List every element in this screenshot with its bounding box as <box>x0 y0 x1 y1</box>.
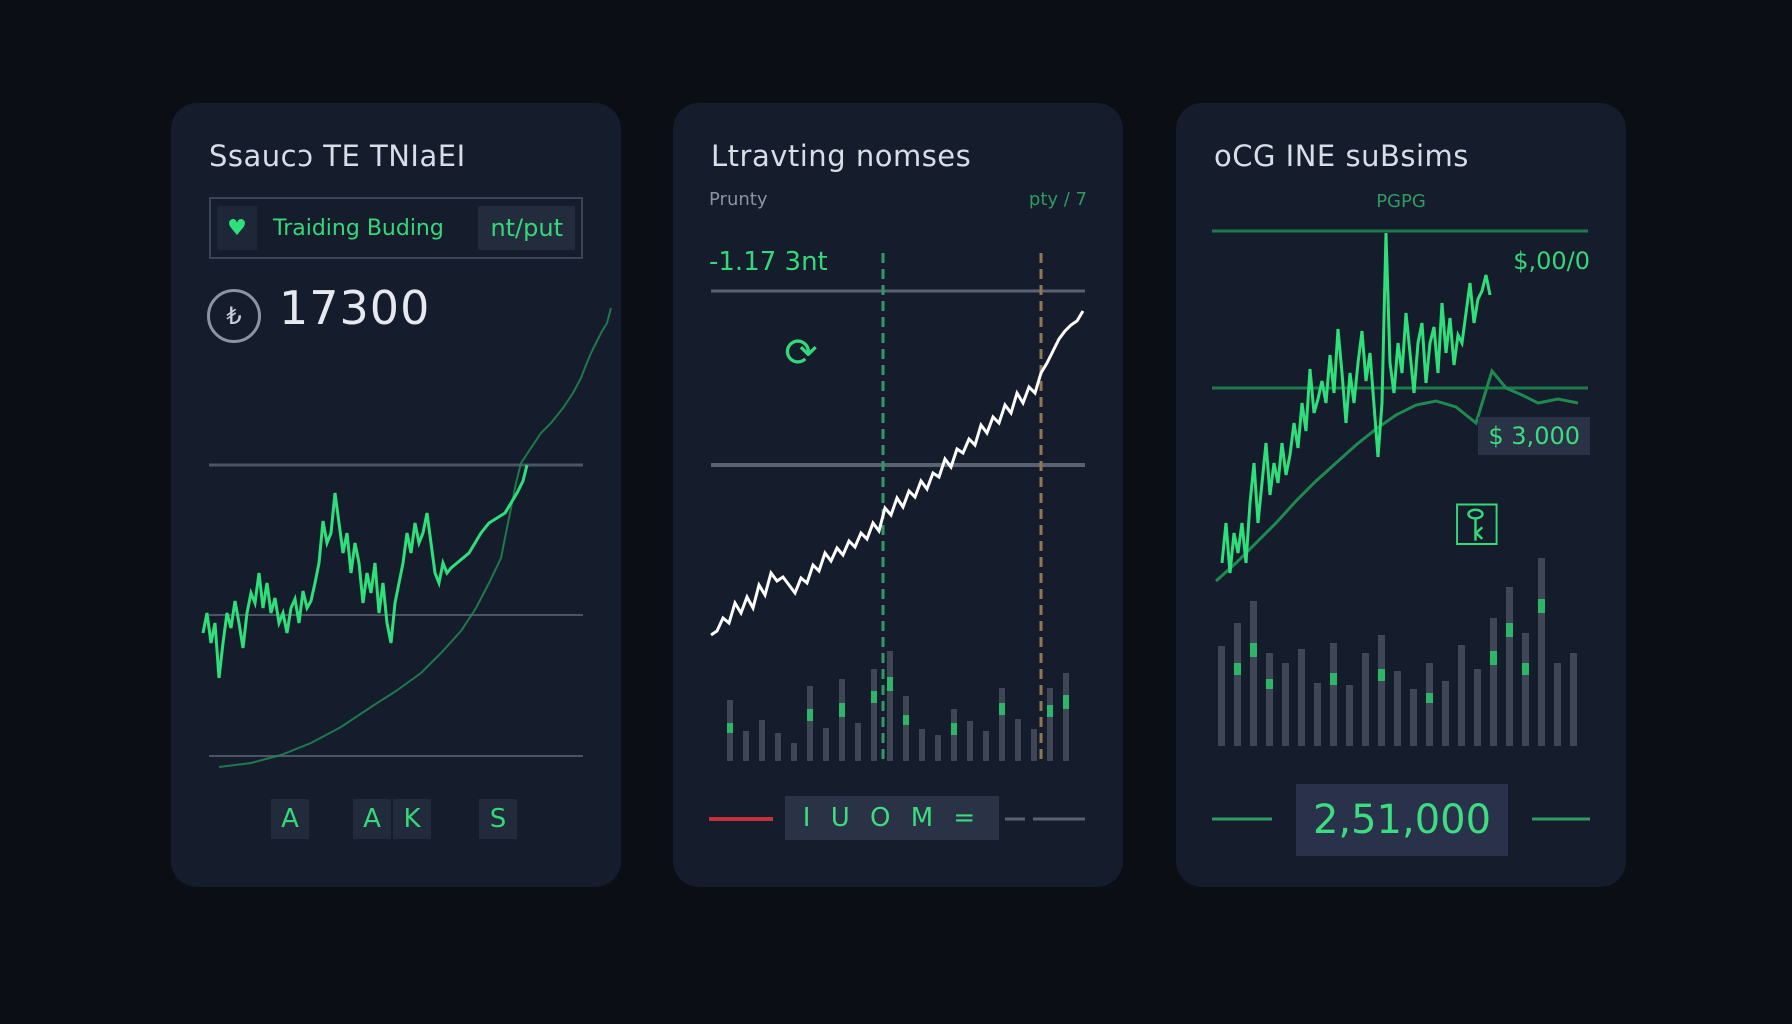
trading-card-3: oCG INE suBsims PGPG $,00/0 $ 3,000 ⚿ 2,… <box>1176 103 1626 887</box>
card3-top-price-label: $,00/0 <box>1513 247 1590 275</box>
key-button-k[interactable]: K <box>393 799 431 839</box>
card1-key-row: A A K S <box>171 799 621 843</box>
card3-total-value: 2,51,000 <box>1296 784 1508 856</box>
card2-subtitle-left: Prunty <box>709 189 768 210</box>
card2-value: -1.17 3nt <box>709 247 828 277</box>
card2-chart <box>709 253 1085 821</box>
card2-title: Ltravting nomses <box>711 139 972 173</box>
card1-price-line <box>201 464 529 679</box>
card3-subtitle: PGPG <box>1376 191 1426 212</box>
card3-volume-bars <box>1218 558 1577 746</box>
input-output-badge[interactable]: nt/put <box>478 206 575 250</box>
card3-mid-price-badge: $ 3,000 <box>1478 417 1590 455</box>
card2-price-line <box>710 310 1085 637</box>
card2-subtitle-right: pty / 7 <box>1028 189 1087 210</box>
trading-card-1: Ssaucɔ TE TNIaEI ♥ Traiding Buding nt/pu… <box>171 103 621 887</box>
card3-chart <box>1212 229 1590 821</box>
refresh-icon[interactable]: ⟳ <box>784 330 818 376</box>
card2-bottom-control[interactable]: I U O M = <box>785 796 999 840</box>
card3-price-line <box>1220 232 1492 574</box>
card3-trend-line <box>1214 367 1579 583</box>
coin-icon: ₺ <box>207 289 261 343</box>
key-button-a1[interactable]: A <box>271 799 309 839</box>
trading-building-selector[interactable]: ♥ Traiding Buding nt/put <box>209 197 583 259</box>
key-button-s[interactable]: S <box>479 799 517 839</box>
trading-building-label: Traiding Buding <box>273 215 444 241</box>
card1-chart <box>201 307 612 768</box>
card2-volume-bars <box>727 651 1069 761</box>
key-button-a2[interactable]: A <box>353 799 391 839</box>
card2-volume-highlights <box>727 677 1069 735</box>
heart-icon: ♥ <box>217 206 257 250</box>
trading-card-2: Ltravting nomses Prunty pty / 7 -1.17 3n… <box>673 103 1123 887</box>
card1-title: Ssaucɔ TE TNIaEI <box>209 139 466 173</box>
key-icon: ⚿ <box>1454 490 1500 560</box>
card1-trend-line <box>218 307 612 768</box>
card3-title: oCG INE suBsims <box>1214 139 1469 173</box>
card3-volume-highlights <box>1234 599 1545 703</box>
card1-value: 17300 <box>279 281 431 335</box>
